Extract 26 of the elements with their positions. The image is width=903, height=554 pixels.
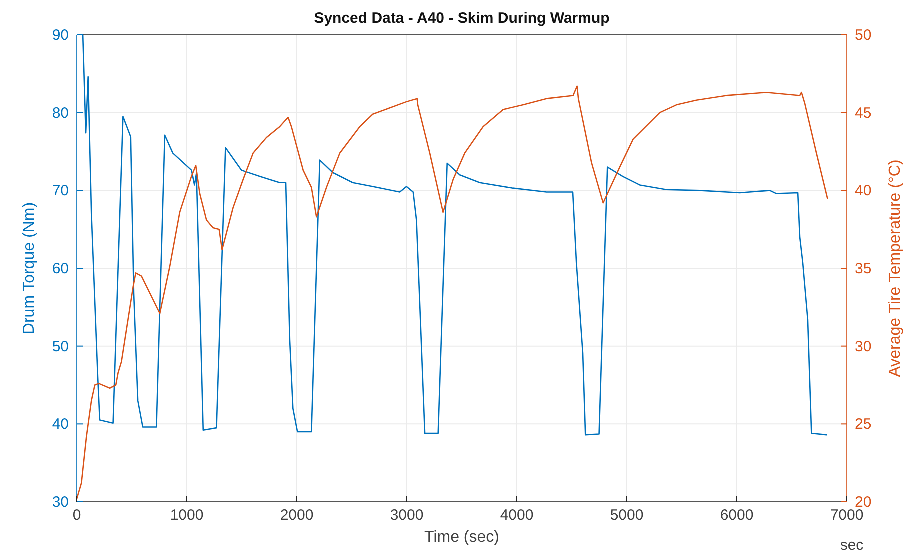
y2-axis-title: Average Tire Temperature (°C) [887, 160, 903, 378]
y2-tick-label: 25 [855, 416, 872, 434]
x-tick-label: 6000 [720, 507, 754, 524]
x-tick-label: 0 [72, 507, 82, 524]
y-tick-label: 90 [52, 27, 69, 44]
y-tick-label: 30 [52, 494, 69, 511]
x-tick-label: 1000 [170, 507, 204, 524]
x-tick-label: 2000 [280, 507, 314, 524]
y-tick-label: 50 [52, 338, 69, 356]
y-tick-label: 40 [52, 416, 69, 434]
y2-tick-label: 50 [855, 27, 872, 44]
x-tick-label: 5000 [610, 507, 644, 524]
x-axis-title: Time (sec) [424, 529, 500, 546]
chart-title: Synced Data - A40 - Skim During Warmup [314, 10, 610, 27]
y-tick-label: 70 [52, 182, 69, 200]
line-series [76, 86, 828, 500]
y2-tick-label: 30 [855, 338, 872, 356]
y2-tick-label: 35 [855, 260, 872, 278]
y-tick-label: 80 [52, 104, 69, 122]
y2-tick-label: 40 [855, 182, 872, 200]
y-axis-title: Drum Torque (Nm) [21, 202, 38, 335]
x-tick-label: 4000 [500, 507, 534, 524]
x-tick-label: 3000 [390, 507, 424, 524]
text: sec [840, 537, 864, 554]
y2-tick-label: 45 [855, 104, 872, 122]
y-tick-label: 60 [52, 260, 69, 278]
